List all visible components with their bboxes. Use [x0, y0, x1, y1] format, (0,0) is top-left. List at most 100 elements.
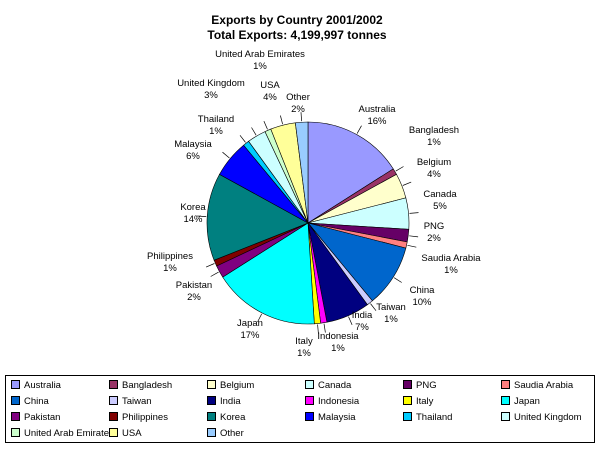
slice-value-japan: 17% — [240, 330, 260, 341]
legend-swatch — [207, 427, 216, 437]
chart-title: Exports by Country 2001/2002 — [211, 13, 383, 27]
slice-value-taiwan: 1% — [384, 314, 398, 325]
legend-label: Philippines — [122, 412, 168, 423]
legend-label: PNG — [416, 380, 437, 391]
slice-value-other: 2% — [291, 104, 305, 115]
leader-australia — [356, 125, 362, 134]
legend-label: Taiwan — [122, 396, 152, 407]
slice-value-saudia-arabia: 1% — [444, 265, 458, 276]
slice-label-taiwan: Taiwan — [376, 302, 406, 313]
legend-swatch — [207, 411, 216, 421]
legend-item-belgium: Belgium — [207, 379, 254, 393]
legend-item-saudia-arabia: Saudia Arabia — [501, 379, 573, 393]
leader-thailand — [239, 135, 246, 143]
legend-item-thailand: Thailand — [403, 411, 452, 425]
leader-japan — [257, 313, 263, 323]
slice-label-australia: Australia — [359, 104, 397, 115]
legend-item-bangladesh: Bangladesh — [109, 379, 172, 393]
legend-swatch — [207, 395, 216, 405]
leader-bangladesh — [395, 166, 404, 172]
legend-swatch — [11, 395, 20, 405]
legend-label: Saudia Arabia — [514, 380, 574, 391]
legend-swatch — [305, 411, 314, 421]
legend-label: Other — [220, 428, 244, 439]
legend-item-canada: Canada — [305, 379, 351, 393]
legend-item-united-kingdom: United Kingdom — [501, 411, 582, 425]
slice-value-china: 10% — [412, 297, 432, 308]
legend-item-italy: Italy — [403, 395, 433, 409]
legend-item-taiwan: Taiwan — [109, 395, 152, 409]
legend-label: Indonesia — [318, 396, 360, 407]
legend-swatch — [403, 379, 412, 389]
legend-label: Italy — [416, 396, 434, 407]
legend-item-korea: Korea — [207, 411, 245, 425]
slice-label-canada: Canada — [423, 189, 457, 200]
slice-value-india: 7% — [355, 322, 369, 333]
slice-value-united-arab-emirates: 1% — [253, 61, 267, 72]
legend-label: Thailand — [416, 412, 453, 423]
slice-value-united-kingdom: 3% — [204, 90, 218, 101]
slice-value-usa: 4% — [263, 92, 277, 103]
slice-label-china: China — [410, 285, 436, 296]
legend-swatch — [11, 427, 20, 437]
slice-other — [295, 121, 309, 224]
leader-usa — [280, 115, 283, 125]
legend-label: Canada — [318, 380, 352, 391]
slice-label-belgium: Belgium — [417, 157, 451, 168]
slice-value-png: 2% — [427, 233, 441, 244]
leader-png — [409, 235, 419, 238]
leader-india — [348, 316, 353, 326]
legend-item-pakistan: Pakistan — [11, 411, 60, 425]
slice-value-malaysia: 6% — [186, 151, 200, 162]
leader-saudia-arabia — [407, 244, 417, 248]
leader-other — [300, 112, 302, 122]
slice-label-italy: Italy — [295, 336, 313, 347]
legend-swatch — [403, 411, 412, 421]
slice-korea — [206, 173, 309, 261]
slice-label-japan: Japan — [237, 318, 263, 329]
slice-value-indonesia: 1% — [331, 343, 345, 354]
leader-indonesia — [323, 323, 326, 333]
legend-label: China — [24, 396, 49, 407]
legend-label: Malaysia — [318, 412, 356, 423]
legend-swatch — [501, 395, 510, 405]
leader-philippines — [205, 263, 215, 268]
legend-item-china: China — [11, 395, 49, 409]
legend: Australia Bangladesh Belgium Canada PNG Saudi… — [5, 375, 595, 443]
slice-value-bangladesh: 1% — [427, 137, 441, 148]
slice-label-other: Other — [286, 92, 310, 103]
legend-swatch — [305, 379, 314, 389]
legend-item-india: India — [207, 395, 241, 409]
legend-label: Australia — [24, 380, 61, 391]
legend-item-png: PNG — [403, 379, 437, 393]
legend-item-australia: Australia — [11, 379, 61, 393]
leader-lines — [197, 112, 419, 334]
slice-australia — [307, 121, 394, 224]
slice-label-malaysia: Malaysia — [174, 139, 212, 150]
slice-labels: Australia16%Bangladesh1%Belgium4%Canada5… — [147, 49, 481, 359]
leader-taiwan — [370, 303, 377, 311]
leader-united-arab-emirates — [263, 120, 268, 130]
legend-swatch — [207, 379, 216, 389]
legend-swatch — [501, 411, 510, 421]
slice-label-bangladesh: Bangladesh — [409, 125, 459, 136]
leader-malaysia — [222, 151, 230, 159]
slice-label-pakistan: Pakistan — [176, 280, 212, 291]
legend-label: Pakistan — [24, 412, 61, 423]
legend-item-japan: Japan — [501, 395, 540, 409]
legend-item-malaysia: Malaysia — [305, 411, 356, 425]
slice-label-korea: Korea — [180, 202, 206, 213]
legend-label: United Arab Emirates — [24, 428, 114, 439]
slice-label-united-kingdom: United Kingdom — [177, 78, 245, 89]
slice-label-india: India — [352, 310, 373, 321]
legend-swatch — [109, 427, 118, 437]
slice-value-philippines: 1% — [163, 263, 177, 274]
legend-label: Japan — [514, 396, 540, 407]
slice-value-thailand: 1% — [209, 126, 223, 137]
legend-label: Korea — [220, 412, 246, 423]
leader-italy — [317, 324, 319, 334]
legend-item-philippines: Philippines — [109, 411, 168, 425]
legend-swatch — [109, 395, 118, 405]
legend-swatch — [403, 395, 412, 405]
